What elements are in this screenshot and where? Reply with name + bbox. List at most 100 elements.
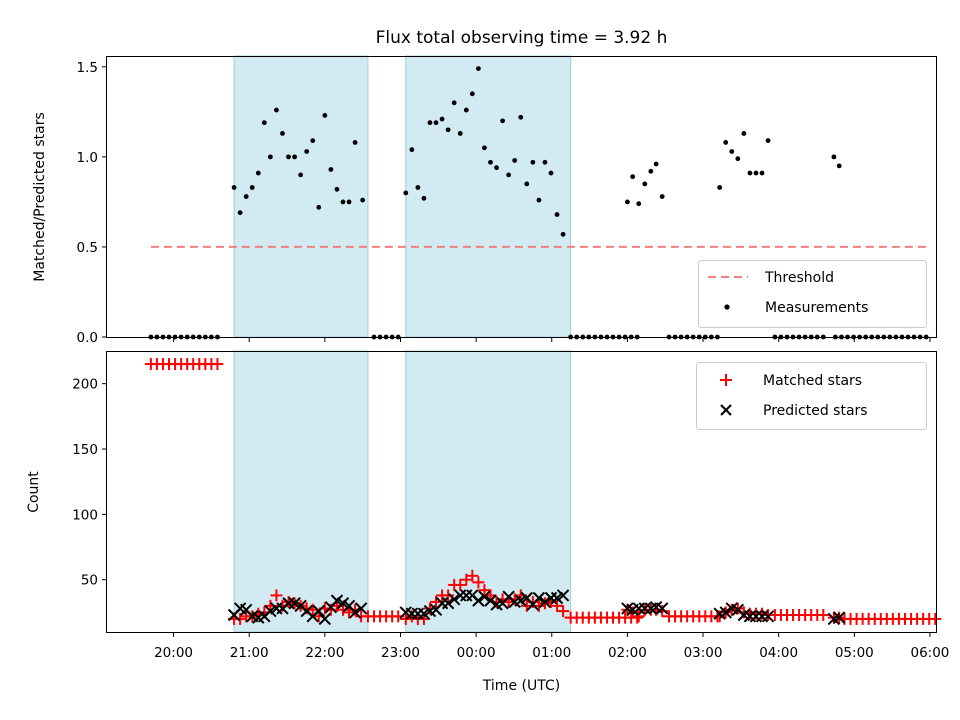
predicted-star-point [556,589,570,602]
matched-star-point [466,569,479,582]
top-shaded-interval-0 [233,55,369,338]
legend-measurements-label: Measurements [765,300,868,316]
measurement-point [759,170,765,176]
predicted-star-point [655,602,669,615]
predicted-star-point [761,610,775,623]
measurement-point [729,149,735,154]
measurement-point [322,113,328,118]
legend-predicted-swatch [720,404,732,416]
measurement-point [310,138,316,144]
bottom-y-tick-label: 150 [72,442,98,458]
bottom-shaded-intervals [233,350,572,633]
measurement-point [506,172,512,178]
measurement-point [360,197,366,203]
measurement-point [249,185,255,190]
measurement-point [328,167,334,172]
predicted-star-point [719,606,732,619]
predicted-star-point [832,611,846,624]
measurement-point [475,66,481,72]
matched-star-point [234,612,247,625]
bottom-y-tick-label: 200 [72,377,98,393]
measurement-point [469,91,475,97]
legend-predicted-label: Predicted stars [763,403,868,419]
measurement-point [753,170,759,176]
bottom-x-tick-label: 00:00 [457,645,496,661]
matched-star-point [929,612,942,625]
bottom-x-tick-label: 21:00 [230,645,269,661]
measurement-point [298,172,304,178]
x-axis-label: Time (UTC) [482,678,560,694]
matched-star-point [632,610,645,623]
top-y-tick-label: 0.5 [77,240,98,256]
measurement-point [445,127,451,133]
predicted-star-point [348,606,362,619]
matched-star-point [472,576,485,589]
matched-star-point [551,599,564,612]
matched-star-point [478,584,491,597]
legend-measurements-swatch [724,304,730,310]
measurement-point [836,163,842,169]
matched-star-point [460,573,473,586]
matched-star-point [442,589,455,602]
measurement-point [433,120,439,126]
top-y-tick-label: 0.0 [77,330,98,346]
bottom-x-tick-label: 05:00 [835,645,874,661]
measurement-point [494,165,499,171]
legend-matched-swatch [720,374,732,386]
measurement-point [237,210,243,216]
predicted-star-point [484,594,497,607]
top-y-ticks: 0.0 0.5 1.0 1.5 [77,60,107,346]
bottom-x-tick-label: 01:00 [532,645,571,661]
predicted-star-point [354,602,368,615]
measurement-point [723,140,729,145]
bottom-shaded-interval-0 [233,350,369,633]
bottom-axes-frame [106,351,937,633]
matched-star-point [270,589,283,602]
predicted-star-point [318,612,332,626]
matched-stars-points [144,358,942,625]
measurement-point [512,158,518,163]
measurement-point [831,154,837,160]
bottom-axes: 50 100 150 200 20:00 21:00 22:00 23:00 00:00 01:… [26,350,949,694]
measurement-point [542,159,548,165]
top-y-tick-label: 1.5 [77,60,98,76]
measurement-point [554,212,560,217]
predicted-star-point [472,594,485,607]
measurement-point [735,156,741,162]
top-shaded-interval-1 [405,55,572,338]
top-legend: Threshold Measurements [698,260,927,328]
measurement-point [292,154,297,160]
matched-star-point [399,612,412,625]
measurement-point [255,170,261,176]
bottom-x-tick-label: 02:00 [608,645,647,661]
predicted-star-point [441,597,455,610]
measurement-point [659,194,665,199]
measurement-point [334,186,340,192]
measurement-point [280,131,285,136]
measurement-point [741,131,747,136]
top-y-tick-label: 1.0 [77,150,98,166]
legend-matched-label: Matched stars [763,373,862,389]
measurement-point [518,114,524,120]
measurement-point [548,170,554,176]
measurement-point [457,131,463,136]
top-axes: 0.0 0.5 1.0 1.5 Matched/Predicted stars Thr… [32,55,937,346]
measurement-point [427,120,433,126]
bottom-y-tick-label: 100 [72,507,98,523]
matched-star-point [336,603,349,616]
bottom-y-tick-label: 50 [81,573,98,589]
measurement-point [439,116,445,122]
measurement-point [243,194,249,199]
measurement-point [530,159,536,165]
measurement-point [717,185,723,190]
predicted-stars-points [227,589,846,626]
predicted-star-point [447,593,461,606]
bottom-y-axis-label: Count [26,471,42,513]
predicted-star-point [538,595,552,609]
matched-star-point [557,605,570,618]
predicted-star-point [532,591,546,605]
measurement-point [560,231,566,237]
measurement-point [536,197,542,203]
measurement-point [403,190,409,196]
